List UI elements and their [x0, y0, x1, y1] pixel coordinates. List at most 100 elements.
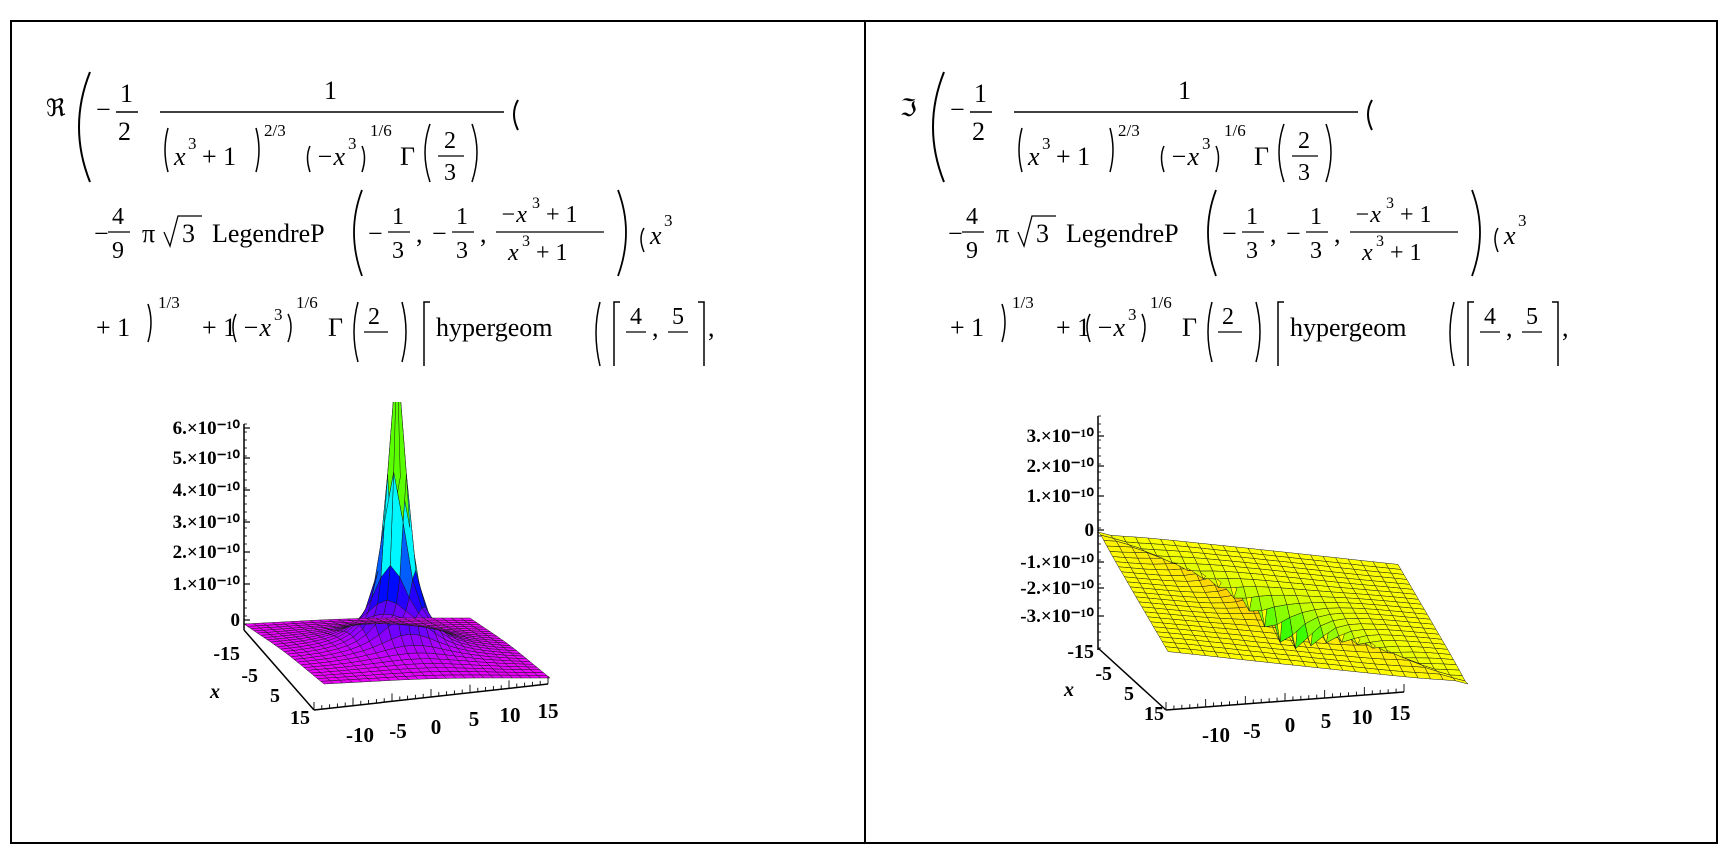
y-tick-label: 0	[431, 715, 442, 739]
x-tick-label: 15	[290, 707, 310, 729]
svg-text:+ 1: + 1	[546, 202, 578, 228]
z-tick-label: 1.×10⁻¹⁰	[173, 574, 241, 595]
svg-text:3: 3	[1518, 211, 1527, 230]
svg-text:3: 3	[1202, 134, 1211, 153]
svg-text:3: 3	[392, 238, 404, 264]
svg-text:3: 3	[1386, 195, 1394, 212]
svg-text:1: 1	[1246, 204, 1258, 230]
svg-text:hypergeom: hypergeom	[436, 313, 553, 342]
svg-text:x: x	[1361, 240, 1373, 266]
im-symbol: ℑ	[900, 96, 917, 122]
svg-text:9: 9	[112, 238, 124, 264]
y-tick-label: -5	[1243, 719, 1261, 743]
svg-text:Γ: Γ	[1182, 313, 1197, 342]
imaginary-part-formula: ℑ − 1 2 1 x 3 + 1 2/3 −x 3 1/6 Γ	[886, 32, 1706, 374]
svg-text:3: 3	[1376, 233, 1384, 250]
x-axis	[1097, 647, 1167, 711]
svg-text:2: 2	[368, 304, 380, 330]
y-tick-label: 15	[1390, 701, 1411, 725]
svg-text:2/3: 2/3	[264, 121, 286, 140]
z-tick-label: 2.×10⁻¹⁰	[1027, 456, 1095, 477]
y-tick-label: 5	[1321, 709, 1332, 733]
surface-patch	[1097, 531, 1115, 539]
svg-text:−x: −x	[242, 313, 272, 342]
z-tick-label: 4.×10⁻¹⁰	[173, 480, 241, 501]
svg-text:3: 3	[1246, 238, 1258, 264]
z-tick-label: 3.×10⁻¹⁰	[1027, 426, 1095, 447]
svg-text:,: ,	[1562, 313, 1569, 342]
y-tick-label: 0	[1285, 713, 1296, 737]
svg-text:3: 3	[532, 195, 540, 212]
svg-text:3: 3	[1298, 160, 1310, 186]
svg-text:+ 1: + 1	[202, 313, 236, 342]
svg-text:LegendreP: LegendreP	[1066, 219, 1179, 248]
svg-text:,: ,	[416, 219, 423, 248]
z-tick-label: -3.×10⁻¹⁰	[1020, 606, 1094, 627]
svg-text:1: 1	[1178, 76, 1191, 105]
svg-text:1: 1	[456, 204, 468, 230]
svg-text:2: 2	[1298, 128, 1310, 154]
x-tick-label: 5	[1124, 683, 1134, 705]
svg-text:1: 1	[1310, 204, 1322, 230]
svg-text:,: ,	[1270, 219, 1277, 248]
re-symbol: ℜ	[46, 96, 66, 122]
surface-mesh	[243, 402, 551, 685]
svg-text:1/6: 1/6	[296, 293, 318, 312]
svg-text:+ 1: + 1	[1400, 202, 1432, 228]
real-part-formula: ℜ − 1 2 1 x 3 + 1 2/3 −x 3 1/6 Γ	[32, 32, 852, 374]
svg-text:,: ,	[480, 219, 487, 248]
y-tick-label: -10	[346, 723, 374, 747]
svg-text:−x: −x	[1170, 142, 1200, 171]
x-tick-label: -5	[241, 665, 258, 687]
imaginary-part-surface-plot[interactable]: 3.×10⁻¹⁰ 2.×10⁻¹⁰ 1.×10⁻¹⁰ 0 -1.×10⁻¹⁰ -2.×10…	[866, 402, 1716, 842]
minus-sign: −	[96, 95, 111, 124]
y-tick-label: 5	[469, 707, 480, 731]
z-tick-label: 5.×10⁻¹⁰	[173, 448, 241, 469]
svg-text:−: −	[432, 219, 447, 248]
svg-text:3: 3	[1036, 219, 1049, 248]
svg-text:+ 1: + 1	[1056, 313, 1090, 342]
svg-text:3: 3	[664, 211, 673, 230]
surface-mesh	[1097, 531, 1469, 685]
svg-text:3: 3	[274, 305, 283, 324]
svg-text:3: 3	[522, 233, 530, 250]
svg-text:Γ: Γ	[1254, 142, 1269, 171]
svg-text:4: 4	[966, 204, 978, 230]
svg-text:3: 3	[182, 219, 195, 248]
svg-text:1/6: 1/6	[370, 121, 392, 140]
svg-text:x: x	[173, 142, 186, 171]
imaginary-part-cell: ℑ − 1 2 1 x 3 + 1 2/3 −x 3 1/6 Γ	[866, 22, 1716, 842]
svg-text:x: x	[1027, 142, 1040, 171]
svg-text:,: ,	[1506, 313, 1513, 342]
z-tick-label: 0	[1085, 520, 1095, 541]
svg-text:2: 2	[444, 128, 456, 154]
real-part-surface-plot[interactable]: 6.×10⁻¹⁰ 5.×10⁻¹⁰ 4.×10⁻¹⁰ 3.×10⁻¹⁰ 2.×10⁻¹⁰…	[12, 402, 864, 842]
svg-text:2: 2	[1222, 304, 1234, 330]
x-axis	[243, 629, 315, 711]
svg-text:−: −	[1286, 219, 1301, 248]
svg-text:−: −	[950, 95, 965, 124]
y-tick-label: -5	[389, 719, 407, 743]
x-tick-label: -5	[1095, 663, 1112, 685]
svg-text:1/3: 1/3	[158, 293, 180, 312]
svg-text:−x: −x	[1096, 313, 1126, 342]
svg-text:2: 2	[972, 117, 985, 146]
x-tick-label: 15	[1144, 703, 1164, 725]
z-tick-label: 0	[231, 610, 241, 631]
svg-text:1: 1	[974, 79, 987, 108]
frac-num: 1	[324, 76, 337, 105]
svg-text:4: 4	[630, 304, 642, 330]
z-tick-label: -1.×10⁻¹⁰	[1020, 552, 1094, 573]
surface-patch	[243, 623, 258, 627]
svg-text:3: 3	[1042, 134, 1051, 153]
svg-text:3: 3	[1128, 305, 1137, 324]
z-tick-label: 2.×10⁻¹⁰	[173, 542, 241, 563]
svg-text:−: −	[94, 219, 109, 248]
svg-text:2/3: 2/3	[1118, 121, 1140, 140]
svg-text:1/3: 1/3	[1012, 293, 1034, 312]
svg-text:x: x	[1503, 221, 1516, 250]
svg-text:4: 4	[112, 204, 124, 230]
svg-text:,: ,	[652, 313, 659, 342]
svg-text:1/6: 1/6	[1224, 121, 1246, 140]
svg-text:+ 1: + 1	[950, 313, 984, 342]
